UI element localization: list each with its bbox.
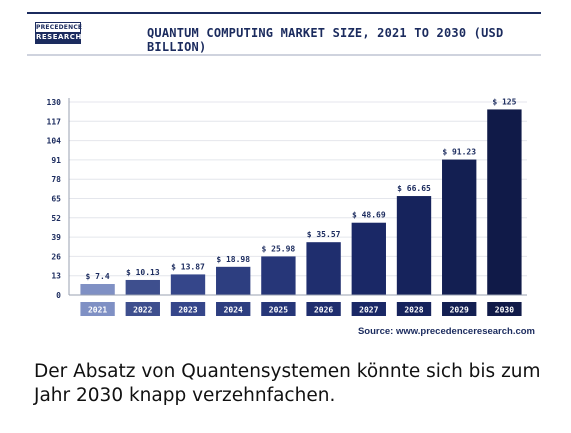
x-category-box: [170, 302, 206, 316]
y-tick-label: 0: [56, 291, 61, 300]
bar-chart: 0 13 26 39 52 65 78 91 104 117 130 $ 7.4 2021 $ 10.13…: [47, 97, 527, 316]
y-tick-label: 130: [47, 98, 62, 107]
bar: [125, 279, 160, 295]
x-category-box: [306, 302, 341, 316]
x-tick-label: 2022: [133, 306, 152, 315]
y-tick-label: 26: [51, 252, 61, 261]
bar: [487, 109, 522, 295]
x-category-box: [351, 302, 386, 316]
chart-figure: PRECEDENCE RESEARCH QUANTUM COMPUTING MA…: [27, 12, 541, 347]
y-tick-label: 117: [47, 117, 62, 126]
bar-data-label: $ 18.98: [216, 255, 250, 264]
y-tick-label: 52: [51, 214, 61, 223]
x-tick-label: 2029: [450, 306, 469, 315]
x-tick-label: 2027: [359, 306, 378, 315]
y-tick-label: 104: [47, 137, 62, 146]
subheader-rule: [27, 54, 541, 56]
logo-line-1: PRECEDENCE: [36, 24, 83, 31]
bar-data-label: $ 13.87: [171, 262, 205, 271]
bar: [216, 266, 251, 295]
bar-data-label: $ 48.69: [352, 211, 386, 220]
x-tick-label: 2021: [88, 306, 107, 315]
bar-data-label: $ 25.98: [262, 244, 296, 253]
y-tick-label: 39: [51, 233, 61, 242]
bar: [80, 284, 115, 295]
bar: [442, 159, 477, 295]
caption-text: Der Absatz von Quantensystemen könnte si…: [34, 361, 541, 406]
header-rule: [27, 12, 541, 14]
x-category-box: [80, 302, 115, 316]
bar-data-label: $ 10.13: [126, 268, 160, 277]
y-tick-label: 78: [51, 175, 61, 184]
x-tick-label: 2024: [224, 306, 243, 315]
x-tick-label: 2030: [495, 306, 514, 315]
x-tick-label: 2028: [404, 306, 423, 315]
x-tick-label: 2025: [269, 306, 288, 315]
y-tick-label: 13: [51, 272, 61, 281]
bar: [306, 242, 341, 295]
bar: [261, 256, 296, 295]
bar-data-label: $ 91.23: [442, 148, 476, 157]
x-category-box: [442, 302, 477, 316]
bar: [396, 196, 432, 295]
bar-data-label: $ 35.57: [307, 230, 341, 239]
x-tick-label: 2023: [178, 306, 197, 315]
x-category-box: [396, 302, 432, 316]
bar-data-label: $ 66.65: [397, 184, 431, 193]
x-category-box: [125, 302, 160, 316]
brand-logo: PRECEDENCE RESEARCH: [35, 22, 83, 44]
bar: [170, 274, 206, 295]
x-category-box: [216, 302, 251, 316]
chart-title: QUANTUM COMPUTING MARKET SIZE, 2021 TO 2…: [147, 26, 504, 54]
y-tick-label: 65: [51, 195, 61, 204]
bar: [351, 222, 386, 295]
source-note: Source: www.precedenceresearch.com: [357, 326, 535, 337]
x-category-box: [487, 302, 522, 316]
logo-line-2: RESEARCH: [36, 32, 82, 43]
bar-data-label: $ 125: [492, 97, 516, 106]
x-tick-label: 2026: [314, 306, 333, 315]
y-tick-label: 91: [51, 156, 61, 165]
bar-data-label: $ 7.4: [86, 272, 110, 281]
x-category-box: [261, 302, 296, 316]
